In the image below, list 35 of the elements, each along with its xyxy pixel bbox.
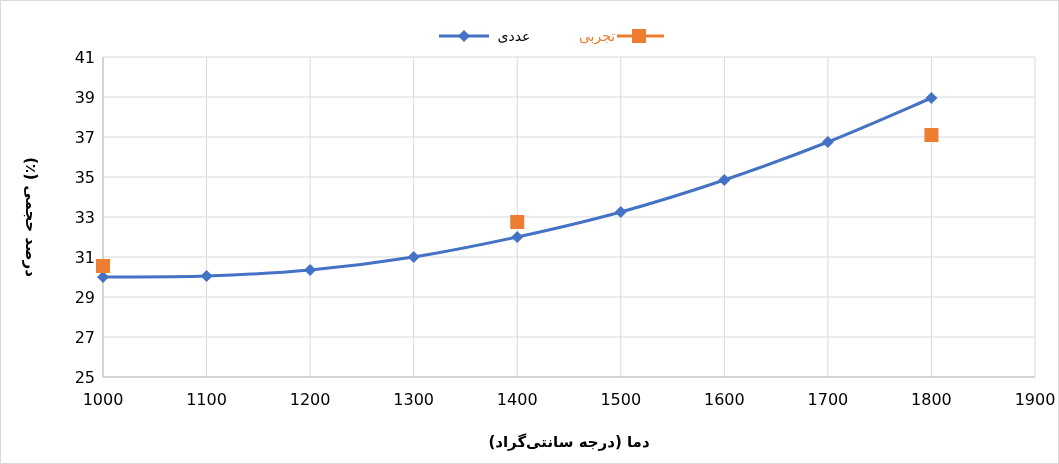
x-tick-label: 1100 bbox=[186, 390, 227, 409]
x-tick-label: 1500 bbox=[600, 390, 642, 409]
point bbox=[304, 264, 317, 276]
point bbox=[510, 215, 525, 229]
y-tick-label: 25 bbox=[74, 368, 95, 387]
legend: عددی تجربی bbox=[439, 28, 664, 44]
point bbox=[511, 231, 524, 243]
point bbox=[718, 174, 731, 186]
point bbox=[200, 270, 213, 282]
point bbox=[925, 92, 938, 104]
legend-item: تجربی bbox=[578, 28, 664, 44]
x-tick-label: 1200 bbox=[289, 390, 331, 409]
x-axis-title: دما (درجه سانتی‌گراد) bbox=[488, 433, 650, 451]
point bbox=[924, 128, 939, 142]
x-tick-label: 1700 bbox=[807, 390, 849, 409]
point bbox=[821, 136, 834, 148]
y-tick-label: 31 bbox=[74, 248, 95, 267]
y-tick-label: 35 bbox=[74, 168, 95, 187]
x-tick-label: 1800 bbox=[911, 390, 952, 409]
point bbox=[407, 251, 420, 263]
x-tick-label: 1900 bbox=[1014, 390, 1056, 409]
y-tick-label: 37 bbox=[74, 128, 95, 147]
point bbox=[614, 206, 627, 218]
y-tick-label: 41 bbox=[74, 48, 95, 67]
y-tick-label: 39 bbox=[74, 88, 95, 107]
y-axis-title: درصد حجمی (٪) bbox=[22, 157, 40, 278]
x-tick-label: 1600 bbox=[703, 390, 745, 409]
x-tick-label: 1300 bbox=[393, 390, 435, 409]
x-tick-label: 1000 bbox=[82, 390, 124, 409]
y-tick-label: 33 bbox=[74, 208, 95, 227]
y-tick-label: 29 bbox=[74, 288, 95, 307]
legend-label: عددی bbox=[497, 28, 531, 44]
x-tick-label: 1400 bbox=[496, 390, 538, 409]
y-tick-label: 27 bbox=[74, 328, 95, 347]
point bbox=[96, 259, 110, 273]
